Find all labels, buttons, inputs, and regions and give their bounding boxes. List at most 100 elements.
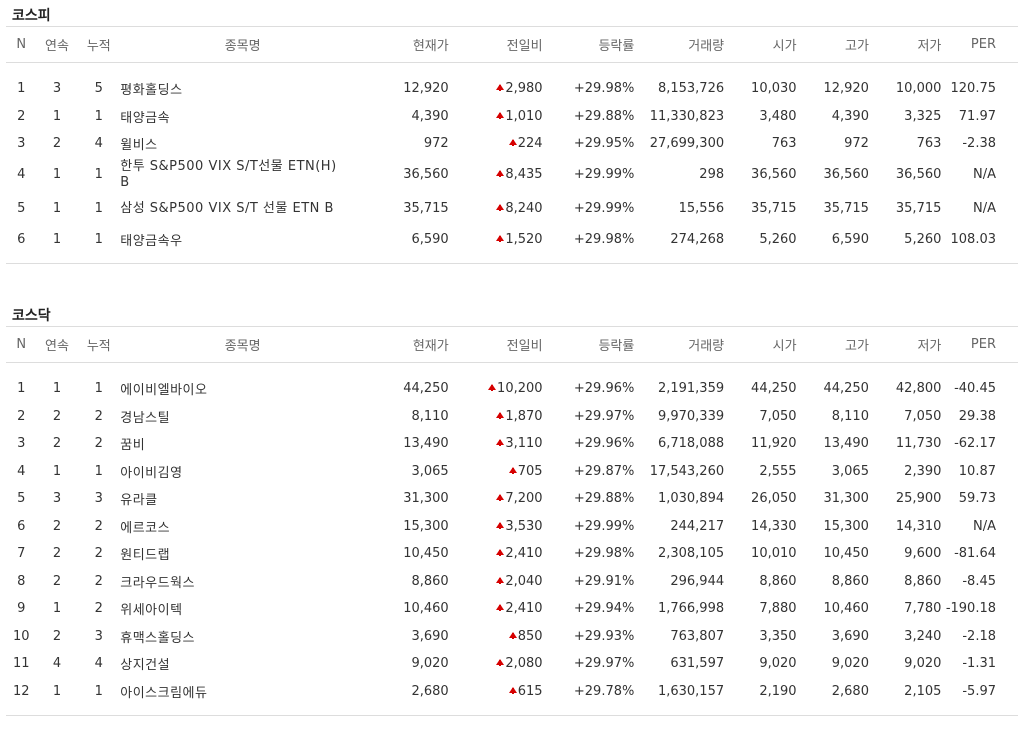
table-row: 6 1 1 태양금속우 6,590 1,520 +29.98% 274,268 5,260 6,5… [6, 226, 1018, 254]
change-rate: +29.94% [573, 601, 635, 617]
stock-name-cell: 삼성 S&P500 VIX S/T 선물 ETN B [120, 192, 365, 226]
change-rate: +29.99% [573, 167, 635, 182]
stock-name-link[interactable]: 삼성 S&P500 VIX S/T 선물 ETN B [120, 200, 334, 216]
change-value: 2,410 [505, 601, 543, 617]
rank-number: 5 [17, 201, 26, 216]
low-price: 2,105 [904, 683, 942, 699]
stock-name-link[interactable]: 꿈비 [120, 438, 146, 454]
consecutive-count: 1 [52, 683, 62, 699]
stock-name-link[interactable]: 에르코스 [120, 520, 171, 536]
stock-name-cell: 아이비김영 [120, 458, 365, 486]
consecutive-count: 1 [52, 201, 62, 216]
open-price: 44,250 [751, 381, 797, 397]
low-price: 11,730 [895, 436, 942, 452]
stock-name-cell: 유라클 [120, 485, 365, 513]
change-cell: 3,530 [449, 513, 543, 541]
rank-number: 7 [17, 546, 26, 562]
change-cell: 2,410 [449, 540, 543, 568]
stock-name-cell: 꿈비 [120, 430, 365, 458]
col-price: 현재가 [365, 26, 449, 63]
current-price: 36,560 [403, 167, 449, 182]
col-n: N [6, 326, 37, 363]
rank-number: 2 [17, 408, 26, 424]
volume: 1,630,157 [657, 683, 725, 699]
volume: 17,543,260 [649, 463, 725, 479]
stock-name-link[interactable]: 상지건설 [120, 658, 171, 674]
high-price: 6,590 [831, 231, 869, 247]
stock-name-link[interactable]: 에이비엘바이오 [120, 383, 208, 399]
change-value: 1,870 [505, 408, 543, 424]
stock-name-cell: 평화홀딩스 [120, 75, 365, 103]
col-rate: 등락률 [542, 326, 635, 363]
open-price: 5,260 [759, 231, 797, 247]
stock-name-link[interactable]: 위세아이텍 [120, 603, 183, 619]
current-price: 13,490 [403, 436, 449, 452]
table-row: 5 3 3 유라클 31,300 7,200 +29.88% 1,030,894 26,050 3… [6, 485, 1018, 513]
stock-name-link[interactable]: 한투 S&P500 VIX S/T선물 ETN(H) B [120, 158, 337, 190]
per-value: -5.97 [962, 683, 996, 699]
per-value: N/A [973, 167, 996, 182]
cumulative-count: 2 [94, 546, 103, 562]
per-value: -81.64 [954, 546, 996, 562]
change-cell: 2,040 [449, 568, 543, 596]
change-cell: 8,435 [449, 158, 543, 192]
stock-name-link[interactable]: 아이스크림에듀 [120, 685, 208, 701]
cumulative-count: 1 [94, 201, 103, 216]
change-rate: +29.96% [573, 436, 635, 452]
consecutive-count: 1 [52, 601, 62, 617]
rank-number: 10 [13, 628, 30, 644]
stock-name-link[interactable]: 경남스틸 [120, 410, 171, 426]
per-value: 10.87 [958, 463, 996, 479]
up-arrow-icon [496, 546, 505, 561]
stock-name-link[interactable]: 휴맥스홀딩스 [120, 630, 195, 646]
up-arrow-icon [488, 381, 497, 396]
stock-name-link[interactable]: 아이비김영 [120, 465, 183, 481]
consecutive-count: 1 [52, 381, 62, 397]
stock-name-link[interactable]: 태양금속우 [120, 233, 183, 249]
change-value: 705 [517, 463, 543, 479]
stock-name-link[interactable]: 윌비스 [120, 138, 158, 154]
open-price: 26,050 [751, 491, 797, 507]
per-value: -2.18 [962, 628, 996, 644]
per-value: 120.75 [950, 81, 997, 97]
open-price: 2,190 [759, 683, 797, 699]
change-rate: +29.97% [573, 656, 635, 672]
cumulative-count: 2 [94, 518, 103, 534]
low-price: 35,715 [895, 201, 942, 216]
change-cell: 8,240 [449, 192, 543, 226]
current-price: 44,250 [403, 381, 449, 397]
up-arrow-icon [496, 81, 505, 96]
stock-name-link[interactable]: 크라우드웍스 [120, 575, 195, 591]
current-price: 3,690 [411, 628, 449, 644]
change-cell: 1,010 [449, 103, 543, 131]
stock-name-link[interactable]: 평화홀딩스 [120, 83, 183, 99]
upper-limit-page: 코스피 N 연속 누적 종목명 현재가 전일비 등락률 거래량 시가 고가 [6, 6, 1021, 716]
stock-name-link[interactable]: 원티드랩 [120, 548, 171, 564]
current-price: 6,590 [411, 231, 449, 247]
volume: 1,030,894 [657, 491, 725, 507]
low-price: 763 [916, 136, 942, 152]
up-arrow-icon [496, 201, 505, 216]
change-rate: +29.91% [573, 573, 635, 589]
stock-name-link[interactable]: 태양금속 [120, 110, 171, 126]
rank-number: 4 [17, 463, 26, 479]
change-rate: +29.93% [573, 628, 635, 644]
change-rate: +29.87% [573, 463, 635, 479]
rank-number: 12 [13, 683, 30, 699]
col-cumulative: 누적 [77, 26, 121, 63]
up-arrow-icon [496, 409, 505, 424]
change-cell: 7,200 [449, 485, 543, 513]
volume: 298 [699, 167, 725, 182]
table-row: 7 2 2 원티드랩 10,450 2,410 +29.98% 2,308,105 10,010… [6, 540, 1018, 568]
stock-name-cell: 윌비스 [120, 130, 365, 158]
table-row: 8 2 2 크라우드웍스 8,860 2,040 +29.91% 296,944 8,860 8,… [6, 568, 1018, 596]
cumulative-count: 2 [94, 436, 103, 452]
change-rate: +29.98% [573, 81, 635, 97]
change-cell: 2,410 [449, 595, 543, 623]
stock-name-link[interactable]: 유라클 [120, 493, 158, 509]
high-price: 12,920 [823, 81, 869, 97]
low-price: 9,600 [904, 546, 942, 562]
current-price: 4,390 [411, 108, 449, 124]
per-value: 59.73 [958, 491, 996, 507]
col-price: 현재가 [365, 326, 449, 363]
